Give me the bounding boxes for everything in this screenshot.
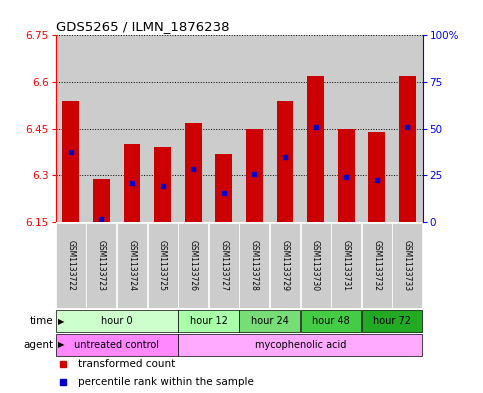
Bar: [369, 132, 385, 222]
Text: time: time: [29, 316, 53, 326]
Bar: [246, 129, 263, 222]
Bar: [185, 123, 201, 222]
Text: GSM1133725: GSM1133725: [158, 240, 167, 291]
Text: hour 72: hour 72: [373, 316, 411, 326]
Text: agent: agent: [23, 340, 53, 350]
Bar: [399, 76, 416, 222]
Text: mycophenolic acid: mycophenolic acid: [255, 340, 346, 350]
Bar: [124, 144, 141, 222]
Bar: [240, 223, 270, 309]
Bar: [338, 129, 355, 222]
Bar: [300, 223, 330, 309]
Text: hour 48: hour 48: [312, 316, 350, 326]
Bar: [240, 310, 300, 332]
Text: GSM1133732: GSM1133732: [372, 240, 381, 291]
Bar: [300, 310, 361, 332]
Bar: [362, 310, 422, 332]
Bar: [270, 35, 300, 222]
Bar: [62, 101, 79, 222]
Bar: [56, 334, 178, 356]
Text: GSM1133733: GSM1133733: [403, 240, 412, 291]
Bar: [147, 35, 178, 222]
Text: transformed count: transformed count: [78, 359, 175, 369]
Bar: [300, 35, 331, 222]
Bar: [331, 35, 361, 222]
Bar: [277, 101, 293, 222]
Text: GSM1133729: GSM1133729: [281, 240, 289, 291]
Text: hour 24: hour 24: [251, 316, 289, 326]
Bar: [392, 223, 422, 309]
Text: untreated control: untreated control: [74, 340, 159, 350]
Text: GSM1133730: GSM1133730: [311, 240, 320, 291]
Text: GSM1133726: GSM1133726: [189, 240, 198, 291]
Text: GDS5265 / ILMN_1876238: GDS5265 / ILMN_1876238: [56, 20, 229, 33]
Bar: [117, 35, 147, 222]
Bar: [270, 223, 300, 309]
Text: ▶: ▶: [58, 340, 64, 349]
Bar: [178, 223, 208, 309]
Bar: [86, 223, 116, 309]
Text: percentile rank within the sample: percentile rank within the sample: [78, 377, 254, 387]
Bar: [307, 76, 324, 222]
Bar: [331, 223, 361, 309]
Text: hour 12: hour 12: [189, 316, 227, 326]
Bar: [209, 223, 239, 309]
Bar: [361, 35, 392, 222]
Bar: [56, 35, 86, 222]
Text: GSM1133728: GSM1133728: [250, 241, 259, 291]
Bar: [56, 223, 86, 309]
Bar: [362, 223, 392, 309]
Bar: [148, 223, 178, 309]
Text: GSM1133723: GSM1133723: [97, 240, 106, 291]
Bar: [117, 223, 147, 309]
Bar: [392, 35, 423, 222]
Bar: [178, 35, 209, 222]
Bar: [154, 147, 171, 222]
Bar: [56, 310, 178, 332]
Text: GSM1133727: GSM1133727: [219, 240, 228, 291]
Text: GSM1133724: GSM1133724: [128, 240, 137, 291]
Bar: [239, 35, 270, 222]
Text: hour 0: hour 0: [101, 316, 132, 326]
Bar: [86, 35, 117, 222]
Bar: [93, 178, 110, 222]
Bar: [178, 334, 422, 356]
Text: GSM1133731: GSM1133731: [341, 240, 351, 291]
Bar: [215, 154, 232, 222]
Text: GSM1133722: GSM1133722: [66, 241, 75, 291]
Bar: [178, 310, 239, 332]
Text: ▶: ▶: [58, 317, 64, 326]
Bar: [209, 35, 239, 222]
